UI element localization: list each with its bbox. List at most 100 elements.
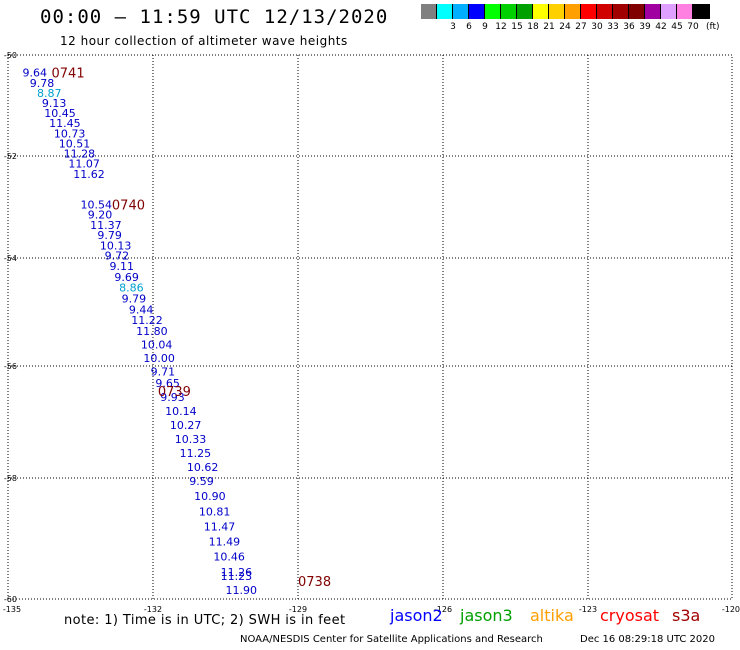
wave-height-value: 9.71 xyxy=(151,366,176,379)
wave-height-value: 10.54 xyxy=(81,198,113,211)
scale-swatch xyxy=(485,4,501,19)
latitude-tick-label: -60 xyxy=(4,595,17,604)
scale-swatch xyxy=(501,4,517,19)
scale-swatch xyxy=(453,4,469,19)
wave-height-value: 11.25 xyxy=(180,447,212,460)
scale-label: 24 xyxy=(559,22,571,32)
wave-height-value: 11.28 xyxy=(64,147,95,160)
wave-height-value: 11.49 xyxy=(209,536,241,549)
scale-swatch xyxy=(597,4,613,19)
scale-swatch xyxy=(533,4,549,19)
pass-label: 0741 xyxy=(52,67,85,82)
scale-label: 39 xyxy=(639,22,651,32)
wave-height-value: 10.81 xyxy=(199,505,231,518)
wave-height-value: 10.90 xyxy=(194,490,226,503)
page-subtitle: 12 hour collection of altimeter wave hei… xyxy=(60,34,348,48)
longitude-tick-label: -129 xyxy=(289,605,307,614)
scale-swatch xyxy=(437,4,453,19)
wave-height-value: 10.13 xyxy=(100,239,132,252)
wave-height-value: 10.46 xyxy=(213,551,245,564)
wave-height-value: 11.62 xyxy=(73,168,105,181)
wave-height-value: 8.87 xyxy=(37,87,62,100)
pass-label: 0740 xyxy=(112,198,145,213)
satellite-name: s3a xyxy=(672,606,701,625)
scale-swatch xyxy=(613,4,629,19)
latitude-tick-label: -56 xyxy=(4,362,17,371)
scale-swatch xyxy=(661,4,677,19)
satellite-name: cryosat xyxy=(600,606,660,625)
wave-height-value: 10.73 xyxy=(54,127,86,140)
latitude-tick-label: -50 xyxy=(4,51,17,60)
scale-label: 12 xyxy=(495,22,507,32)
longitude-tick-label: -123 xyxy=(579,605,597,614)
footer-note: note: 1) Time is in UTC; 2) SWH is in fe… xyxy=(64,613,346,628)
wave-height-value: 9.79 xyxy=(122,293,147,306)
longitude-tick-label: -120 xyxy=(722,605,740,614)
wave-height-value: 10.00 xyxy=(143,352,175,365)
scale-label: 45 xyxy=(671,22,683,32)
wave-height-value: 10.27 xyxy=(170,419,202,432)
scale-label: 30 xyxy=(591,22,603,32)
wave-height-value: 9.79 xyxy=(97,229,122,242)
wave-height-value: 8.86 xyxy=(119,282,143,295)
scale-label: 33 xyxy=(607,22,619,32)
wave-height-value: 9.44 xyxy=(129,303,154,316)
scale-swatch xyxy=(421,4,437,19)
scale-label: 9 xyxy=(482,22,488,32)
longitude-tick-label: -132 xyxy=(144,605,162,614)
wave-height-value: 9.65 xyxy=(155,377,180,390)
wave-height-value: 11.90 xyxy=(226,584,258,597)
scale-label: 70 xyxy=(687,22,699,32)
wave-height-value: 11.37 xyxy=(90,219,122,232)
satellite-name: jason3 xyxy=(460,606,513,625)
credit-line: NOAA/NESDIS Center for Satellite Applica… xyxy=(240,634,543,645)
scale-label: 36 xyxy=(623,22,635,32)
scale-label: 21 xyxy=(543,22,555,32)
wave-height-value: 9.20 xyxy=(88,209,113,222)
wave-height-value: 9.72 xyxy=(105,249,129,262)
latitude-tick-label: -54 xyxy=(4,254,17,263)
wave-height-value: 11.07 xyxy=(68,158,100,171)
wave-height-value: 10.62 xyxy=(187,461,219,474)
scale-label: 42 xyxy=(655,22,667,32)
scale-swatch xyxy=(677,4,693,19)
scale-swatch xyxy=(565,4,581,19)
scale-swatch xyxy=(645,4,661,19)
scale-label: 6 xyxy=(466,22,472,32)
scale-label: 3 xyxy=(450,22,456,32)
map-frame xyxy=(7,54,733,600)
scale-label: 27 xyxy=(575,22,587,32)
scale-unit: (ft) xyxy=(706,22,720,32)
scale-swatch xyxy=(549,4,565,19)
wave-height-value: 11.26 xyxy=(221,566,253,579)
wave-height-value: 11.22 xyxy=(131,314,163,327)
wave-height-value: 9.59 xyxy=(189,475,214,488)
wave-height-value: 11.45 xyxy=(49,117,80,130)
scale-label: 18 xyxy=(527,22,539,32)
wave-height-value: 11.23 xyxy=(221,570,253,583)
wave-height-value: 9.78 xyxy=(30,77,55,90)
wave-height-value: 10.45 xyxy=(44,107,76,120)
wave-height-value: 9.13 xyxy=(42,97,66,110)
wave-height-value: 9.93 xyxy=(160,391,185,404)
wave-height-value: 9.11 xyxy=(110,260,135,273)
wave-height-value: 10.51 xyxy=(59,137,91,150)
generated-timestamp: Dec 16 08:29:18 UTC 2020 xyxy=(580,634,715,645)
longitude-tick-label: -135 xyxy=(3,605,21,614)
wave-height-value: 10.14 xyxy=(165,405,197,418)
satellite-name: jason2 xyxy=(390,606,443,625)
wave-height-value: 9.64 xyxy=(23,67,48,80)
satellite-name: altika xyxy=(530,606,574,625)
scale-swatch xyxy=(517,4,533,19)
wave-height-value: 10.04 xyxy=(141,338,173,351)
latitude-tick-label: -58 xyxy=(4,474,17,483)
pass-label: 0739 xyxy=(158,385,191,400)
wave-height-value: 10.33 xyxy=(175,433,207,446)
page-title: 00:00 — 11:59 UTC 12/13/2020 xyxy=(40,6,389,28)
wave-height-value: 11.47 xyxy=(204,520,236,533)
scale-swatch xyxy=(693,4,709,19)
scale-swatch xyxy=(629,4,645,19)
wave-height-value: 9.69 xyxy=(114,271,139,284)
latitude-tick-label: -52 xyxy=(4,152,17,161)
